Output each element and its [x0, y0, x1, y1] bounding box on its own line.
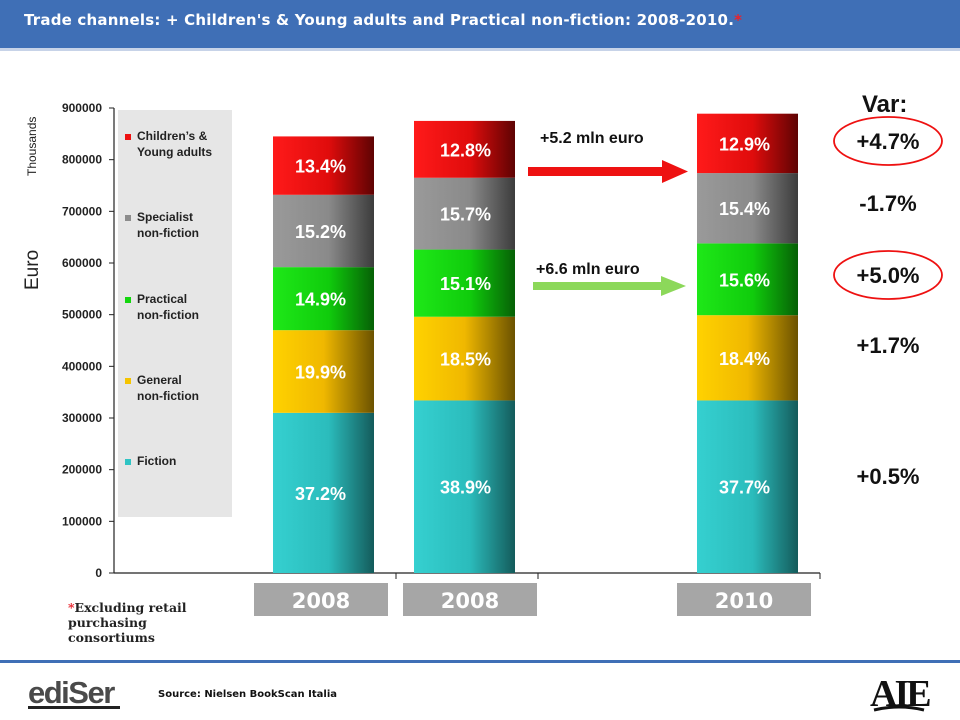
bar-data-label: 37.7% — [719, 478, 770, 498]
bars-group: 37.2% 19.9% 14.9% 15.2% 13.4% 2008 38.9% 18.5% 1… — [254, 113, 811, 616]
bar-segment — [697, 113, 798, 174]
variation-value: -1.7% — [859, 191, 916, 216]
bar-segment — [414, 249, 515, 317]
category-label-box — [677, 583, 811, 616]
variation-value: +4.7% — [857, 129, 920, 154]
y-tick-label: 0 — [95, 566, 102, 580]
category-label-box — [254, 583, 388, 616]
bar-data-label: 15.1% — [440, 274, 491, 294]
bar-data-label: 15.2% — [295, 222, 346, 242]
legend-label: Practical — [137, 292, 187, 306]
red-arrow — [528, 160, 688, 183]
y-axis-unit: Thousands — [25, 117, 39, 176]
legend-label: Children’s & — [137, 129, 208, 143]
bar-data-label: 38.9% — [440, 478, 491, 498]
source-note: Source: Nielsen BookScan Italia — [158, 689, 337, 700]
x-category-label: 2010 — [715, 589, 773, 613]
x-category-label: 2008 — [441, 589, 499, 613]
bar-segment — [273, 136, 374, 195]
highlight-circle — [833, 116, 943, 166]
variation-title: Var: — [862, 91, 907, 118]
bar-segment — [697, 315, 798, 401]
green-arrow — [533, 276, 686, 296]
annotations: +5.2 mln euro +6.6 mln euro — [528, 130, 688, 296]
y-tick-label: 500000 — [62, 308, 102, 322]
bar-data-label: 12.9% — [719, 134, 770, 154]
y-tick-label: 300000 — [62, 411, 102, 425]
legend-label: non-fiction — [137, 308, 199, 322]
title-marker: * — [734, 11, 743, 29]
y-tick-label: 100000 — [62, 514, 102, 528]
ediser-logo: ediSer — [28, 675, 120, 710]
bar-segment — [273, 194, 374, 268]
y-tick-label: 700000 — [62, 204, 102, 218]
bar-segment — [273, 412, 374, 573]
variation-value: +5.0% — [857, 263, 920, 288]
legend-panel — [118, 110, 232, 517]
bar-data-label: 14.9% — [295, 290, 346, 310]
bar-segment — [697, 173, 798, 244]
footnote-marker: * — [68, 600, 75, 615]
variation-panel: Var: +4.7% -1.7% +5.0% +1.7% +0.5% — [833, 91, 943, 489]
aie-logo: AIE — [870, 673, 930, 715]
legend-swatch — [125, 297, 131, 303]
y-axis-title: Euro — [22, 250, 43, 290]
x-category-label: 2008 — [292, 589, 350, 613]
bar-data-label: 18.5% — [440, 350, 491, 370]
y-tick-label: 400000 — [62, 359, 102, 373]
bar-segment — [273, 267, 374, 331]
annotation-children-practical-growth: +6.6 mln euro — [536, 261, 640, 278]
variation-value: +0.5% — [857, 464, 920, 489]
y-tick-label: 800000 — [62, 153, 102, 167]
legend-swatch — [125, 459, 131, 465]
variation-value: +1.7% — [857, 333, 920, 358]
footer-divider — [0, 660, 960, 663]
bar-segment — [414, 316, 515, 401]
legend-label: Fiction — [137, 454, 176, 468]
annotation-fiction-growth: +5.2 mln euro — [540, 130, 644, 147]
bar-data-label: 12.8% — [440, 140, 491, 160]
y-tick-label: 900000 — [62, 101, 102, 115]
page-title: Trade channels: + Children's & Young adu… — [24, 11, 743, 29]
legend-swatch — [125, 215, 131, 221]
bar-data-label: 15.7% — [440, 205, 491, 225]
bar-segment — [273, 330, 374, 413]
legend-label: General — [137, 373, 182, 387]
category-label-box — [403, 583, 537, 616]
stacked-bar-chart: 0 100000 200000 300000 400000 500000 600000 700… — [22, 91, 943, 616]
bar-segment — [414, 177, 515, 250]
footnote: *Excluding retail purchasing consortiums — [68, 600, 187, 645]
bar-data-label: 19.9% — [295, 363, 346, 383]
legend-label: non-fiction — [137, 226, 199, 240]
header-bar: Trade channels: + Children's & Young adu… — [0, 0, 960, 51]
bar-segment — [414, 400, 515, 573]
legend: Children’s & Young adults Specialist non-fi… — [125, 129, 212, 468]
y-tick-label: 200000 — [62, 463, 102, 477]
legend-label: Young adults — [137, 145, 212, 159]
bar-data-label: 13.4% — [295, 157, 346, 177]
ediser-logo-text: ediSer — [28, 675, 115, 710]
bar-data-label: 37.2% — [295, 484, 346, 504]
bar-data-label: 15.6% — [719, 270, 770, 290]
bar-data-label: 18.4% — [719, 349, 770, 369]
bar-data-label: 15.4% — [719, 199, 770, 219]
legend-swatch — [125, 134, 131, 140]
bar-segment — [414, 120, 515, 178]
legend-swatch — [125, 378, 131, 384]
highlight-circle — [833, 250, 943, 300]
bar-segment — [697, 243, 798, 316]
legend-label: Specialist — [137, 210, 193, 224]
bar-segment — [697, 400, 798, 573]
legend-label: non-fiction — [137, 389, 199, 403]
y-tick-label: 600000 — [62, 256, 102, 270]
